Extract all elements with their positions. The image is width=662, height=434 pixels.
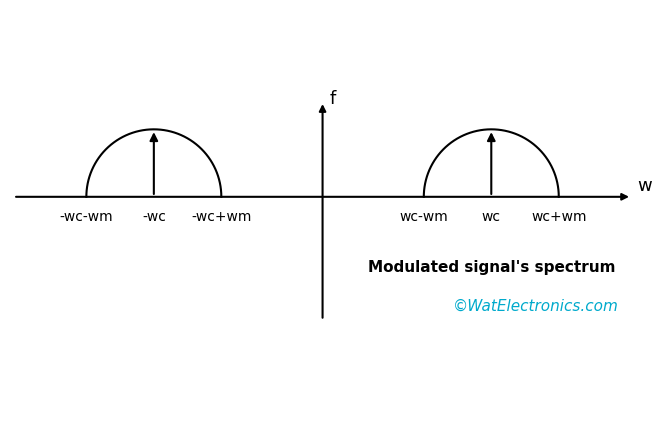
Text: wc+wm: wc+wm	[531, 210, 587, 224]
Text: -wc+wm: -wc+wm	[191, 210, 252, 224]
Text: Modulated signal's spectrum: Modulated signal's spectrum	[367, 259, 615, 274]
Text: w: w	[638, 177, 652, 194]
Text: wc-wm: wc-wm	[399, 210, 448, 224]
Text: -wc: -wc	[142, 210, 166, 224]
Text: -wc-wm: -wc-wm	[60, 210, 113, 224]
Text: f: f	[329, 90, 336, 108]
Text: ©WatElectronics.com: ©WatElectronics.com	[453, 298, 619, 313]
Text: wc: wc	[482, 210, 500, 224]
